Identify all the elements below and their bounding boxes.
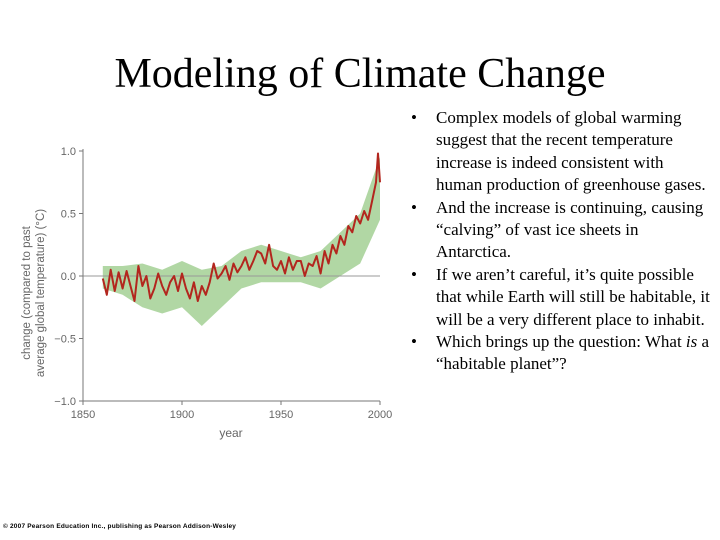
x-axis-label: year xyxy=(219,426,242,440)
bullet-text-after: a “habitable planet”? xyxy=(436,332,710,374)
model-range-band xyxy=(102,157,381,326)
temperature-chart: change (compared to past average global … xyxy=(21,146,392,440)
x-tick-label: 1850 xyxy=(71,409,95,421)
y-tick-label: 0.0 xyxy=(61,271,76,283)
x-tick-label: 1950 xyxy=(269,409,293,421)
bullet-marker: • xyxy=(411,197,417,217)
x-tick-label: 1900 xyxy=(170,409,194,421)
bullet-item-3: • If we aren’t careful, it’s quite possib… xyxy=(405,264,710,331)
bullet-item-4: • Which brings up the question: What is a… xyxy=(405,331,710,376)
y-tick-label: −0.5 xyxy=(54,334,76,346)
observed-series-group xyxy=(101,152,381,302)
y-tick-label: 0.5 xyxy=(61,209,76,221)
x-tick-label: 2000 xyxy=(368,409,392,421)
slide-title: Modeling of Climate Change xyxy=(114,51,606,97)
bullet-text: Complex models of global warming suggest… xyxy=(436,108,706,195)
y-axis-label-line-2: average global temperature) (°C) xyxy=(35,209,47,377)
bullet-text-before: Which brings up the question: What xyxy=(436,332,686,352)
y-axis-label-line-1: change (compared to past xyxy=(21,225,33,359)
bullet-text: And the increase is continuing, causing … xyxy=(436,197,704,262)
model-range-band-group xyxy=(102,157,381,326)
bullet-marker: • xyxy=(411,332,417,352)
copyright-credit: © 2007 Pearson Education Inc., publishin… xyxy=(3,523,237,530)
observed-temperature-line xyxy=(101,152,381,302)
bullet-item-1: • Complex models of global warming sugges… xyxy=(405,107,710,197)
y-tick-label: 1.0 xyxy=(61,146,76,158)
y-tick-label: −1.0 xyxy=(54,396,76,408)
bullet-marker: • xyxy=(411,264,417,284)
y-axis-label: change (compared to past average global … xyxy=(21,209,47,377)
bullet-marker: • xyxy=(411,108,417,127)
bullet-text: If we aren’t careful, it’s quite possibl… xyxy=(436,264,710,329)
bullet-list: • Complex models of global warming sugges… xyxy=(405,107,710,376)
bullet-item-2: • And the increase is continuing, causing… xyxy=(405,197,710,264)
bullet-text-emphasis: is xyxy=(685,332,698,352)
